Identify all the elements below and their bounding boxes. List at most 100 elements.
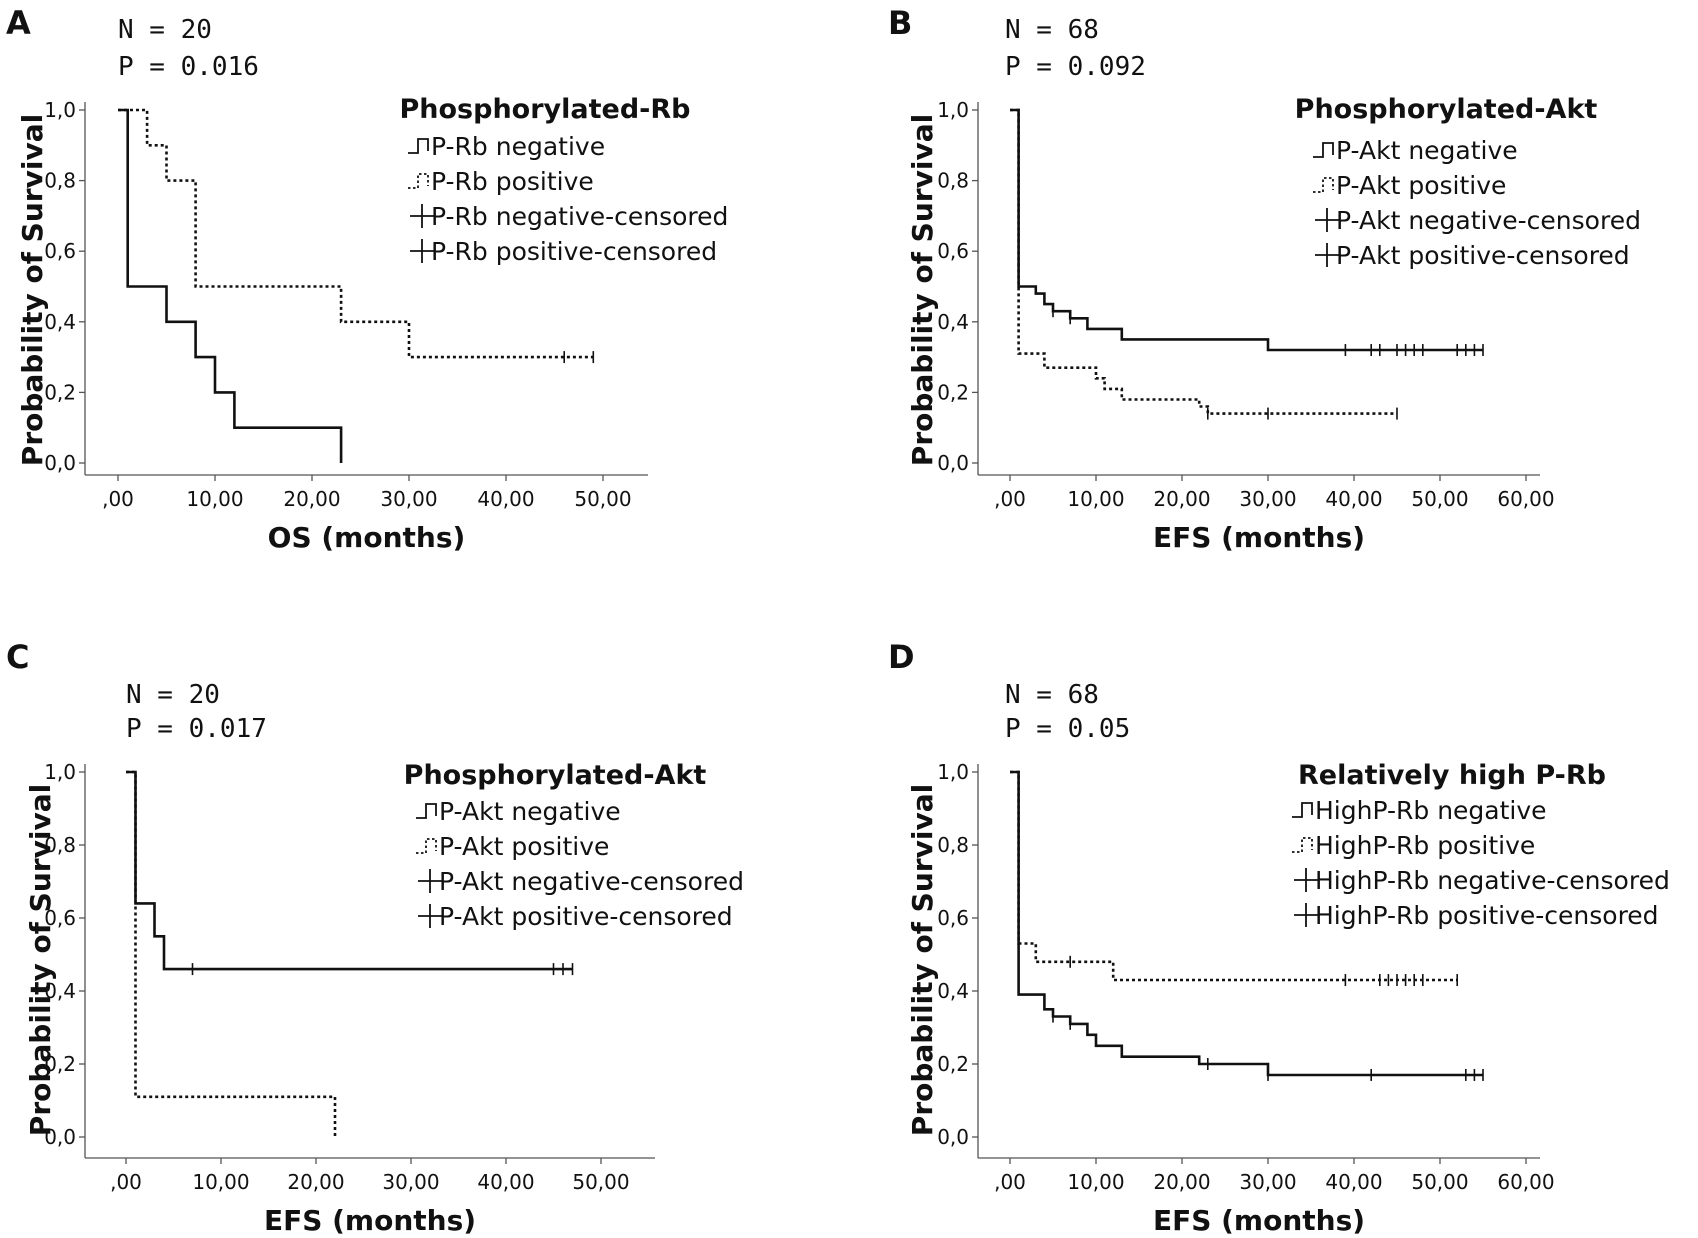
y-tick-label: 0,6 (937, 906, 969, 930)
km-curve-solid (1010, 108, 1483, 352)
legend-label: P-Akt negative (1336, 136, 1518, 165)
x-tick-label: 10,00 (192, 1170, 249, 1194)
x-tick-label: 50,00 (1411, 1170, 1468, 1194)
legend-label: P-Rb negative (431, 132, 605, 161)
legend-label: P-Akt positive-censored (1336, 241, 1630, 270)
y-tick-label: 0,0 (937, 1125, 969, 1149)
panel-letter: C (6, 638, 29, 676)
legend-label: P-Akt positive-censored (439, 902, 733, 931)
km-curve-dotted (126, 770, 337, 1137)
p-value: P = 0.017 (126, 714, 267, 744)
y-tick-label: 0,0 (44, 1125, 76, 1149)
y-tick-label: 0,2 (44, 1052, 76, 1076)
legend-title: Phosphorylated-Akt (404, 760, 707, 791)
y-tick-label: 0,2 (937, 1052, 969, 1076)
legend-label: P-Rb positive (431, 167, 594, 196)
legend-step-dotted-icon (1313, 177, 1334, 193)
legend-step-solid-icon (408, 138, 429, 154)
y-tick-label: 0,6 (937, 239, 969, 263)
km-curve-dotted (1010, 770, 1458, 982)
panel-letter: D (888, 638, 915, 676)
legend-step-dotted-icon (416, 838, 437, 854)
legend-title: Phosphorylated-Rb (400, 94, 691, 125)
x-tick-label: 60,00 (1497, 1170, 1554, 1194)
legend-step-solid-icon (1292, 802, 1313, 818)
y-axis-title: Probability of Survival (906, 114, 939, 466)
y-tick-label: 0,0 (44, 451, 76, 475)
y-tick-label: 0,4 (937, 310, 969, 334)
legend-label: HighP-Rb negative-censored (1315, 866, 1670, 895)
y-tick-label: 0,8 (44, 169, 76, 193)
legend-title: Relatively high P-Rb (1298, 760, 1606, 791)
km-curve-dotted (1010, 108, 1397, 415)
x-axis-title: EFS (months) (1153, 521, 1365, 554)
km-panel-c: C N = 20 P = 0.017 0,0 0,2 0,4 0,6 0,8 1,0 ,00 10,… (6, 638, 744, 1237)
y-tick-label: 1,0 (937, 760, 969, 784)
legend-label: HighP-Rb negative (1315, 796, 1547, 825)
km-panel-a: A N = 20 P = 0.016 0,0 0,2 0,4 0,6 0,8 1,0 ,00 10,… (6, 4, 728, 554)
x-tick-label: 30,00 (382, 1170, 439, 1194)
sample-size: N = 20 (126, 680, 220, 710)
x-axis-title: EFS (months) (1153, 1204, 1365, 1237)
x-tick-label: 20,00 (1153, 487, 1210, 511)
x-tick-label: 10,00 (1067, 1170, 1124, 1194)
p-value: P = 0.05 (1005, 714, 1130, 744)
y-tick-label: 0,0 (937, 451, 969, 475)
y-tick-label: 0,2 (44, 380, 76, 404)
y-axis-title: Probability of Survival (24, 784, 57, 1136)
legend-title: Phosphorylated-Akt (1295, 94, 1598, 125)
y-tick-label: 1,0 (44, 760, 76, 784)
y-tick-label: 0,8 (937, 169, 969, 193)
panel-letter: B (888, 4, 912, 42)
legend-label: P-Akt negative-censored (1336, 206, 1641, 235)
x-axis-title: OS (months) (268, 521, 466, 554)
x-tick-label: 50,00 (1411, 487, 1468, 511)
legend-label: P-Akt positive (1336, 171, 1506, 200)
legend-label: P-Akt positive (439, 832, 609, 861)
x-tick-label: 50,00 (574, 487, 631, 511)
legend-label: P-Rb positive-censored (431, 237, 717, 266)
legend-step-solid-icon (416, 803, 437, 819)
x-tick-label: ,00 (110, 1170, 142, 1194)
y-tick-label: 0,4 (937, 979, 969, 1003)
y-tick-label: 0,4 (44, 310, 76, 334)
y-tick-label: 0,6 (44, 239, 76, 263)
x-tick-label: 40,00 (477, 487, 534, 511)
sample-size: N = 20 (118, 15, 212, 45)
p-value: P = 0.092 (1005, 52, 1146, 82)
x-tick-label: ,00 (994, 487, 1026, 511)
km-panel-d: D N = 68 P = 0.05 0,0 0,2 0,4 0,6 0,8 1,0 ,00 10,0… (888, 638, 1670, 1237)
x-tick-label: 40,00 (477, 1170, 534, 1194)
legend-label: HighP-Rb positive (1315, 831, 1535, 860)
legend-label: HighP-Rb positive-censored (1315, 901, 1659, 930)
x-tick-label: 40,00 (1325, 487, 1382, 511)
panel-letter: A (6, 4, 31, 42)
y-tick-label: 0,8 (44, 833, 76, 857)
x-tick-label: ,00 (994, 1170, 1026, 1194)
legend-step-dotted-icon (1292, 837, 1313, 853)
y-tick-label: 0,2 (937, 380, 969, 404)
km-curve-solid (1010, 770, 1483, 1077)
y-tick-label: 1,0 (44, 98, 76, 122)
sample-size: N = 68 (1005, 15, 1099, 45)
y-axis-title: Probability of Survival (906, 784, 939, 1136)
y-tick-label: 1,0 (937, 98, 969, 122)
legend-step-dotted-icon (408, 173, 429, 189)
legend-label: P-Akt negative (439, 797, 621, 826)
p-value: P = 0.016 (118, 52, 259, 82)
y-tick-label: 0,4 (44, 979, 76, 1003)
x-tick-label: 30,00 (1239, 1170, 1296, 1194)
x-tick-label: 60,00 (1497, 487, 1554, 511)
sample-size: N = 68 (1005, 680, 1099, 710)
y-tick-label: 0,8 (937, 833, 969, 857)
x-axis-title: EFS (months) (264, 1204, 476, 1237)
legend-label: P-Rb negative-censored (431, 202, 728, 231)
x-tick-label: 30,00 (380, 487, 437, 511)
km-curve-solid (118, 108, 343, 463)
x-tick-label: 20,00 (1153, 1170, 1210, 1194)
x-tick-label: 10,00 (1067, 487, 1124, 511)
km-panel-b: B N = 68 P = 0.092 0,0 0,2 0,4 0,6 0,8 1,0 ,00 10,… (888, 4, 1641, 554)
y-axis-title: Probability of Survival (16, 114, 49, 466)
x-tick-label: 20,00 (283, 487, 340, 511)
